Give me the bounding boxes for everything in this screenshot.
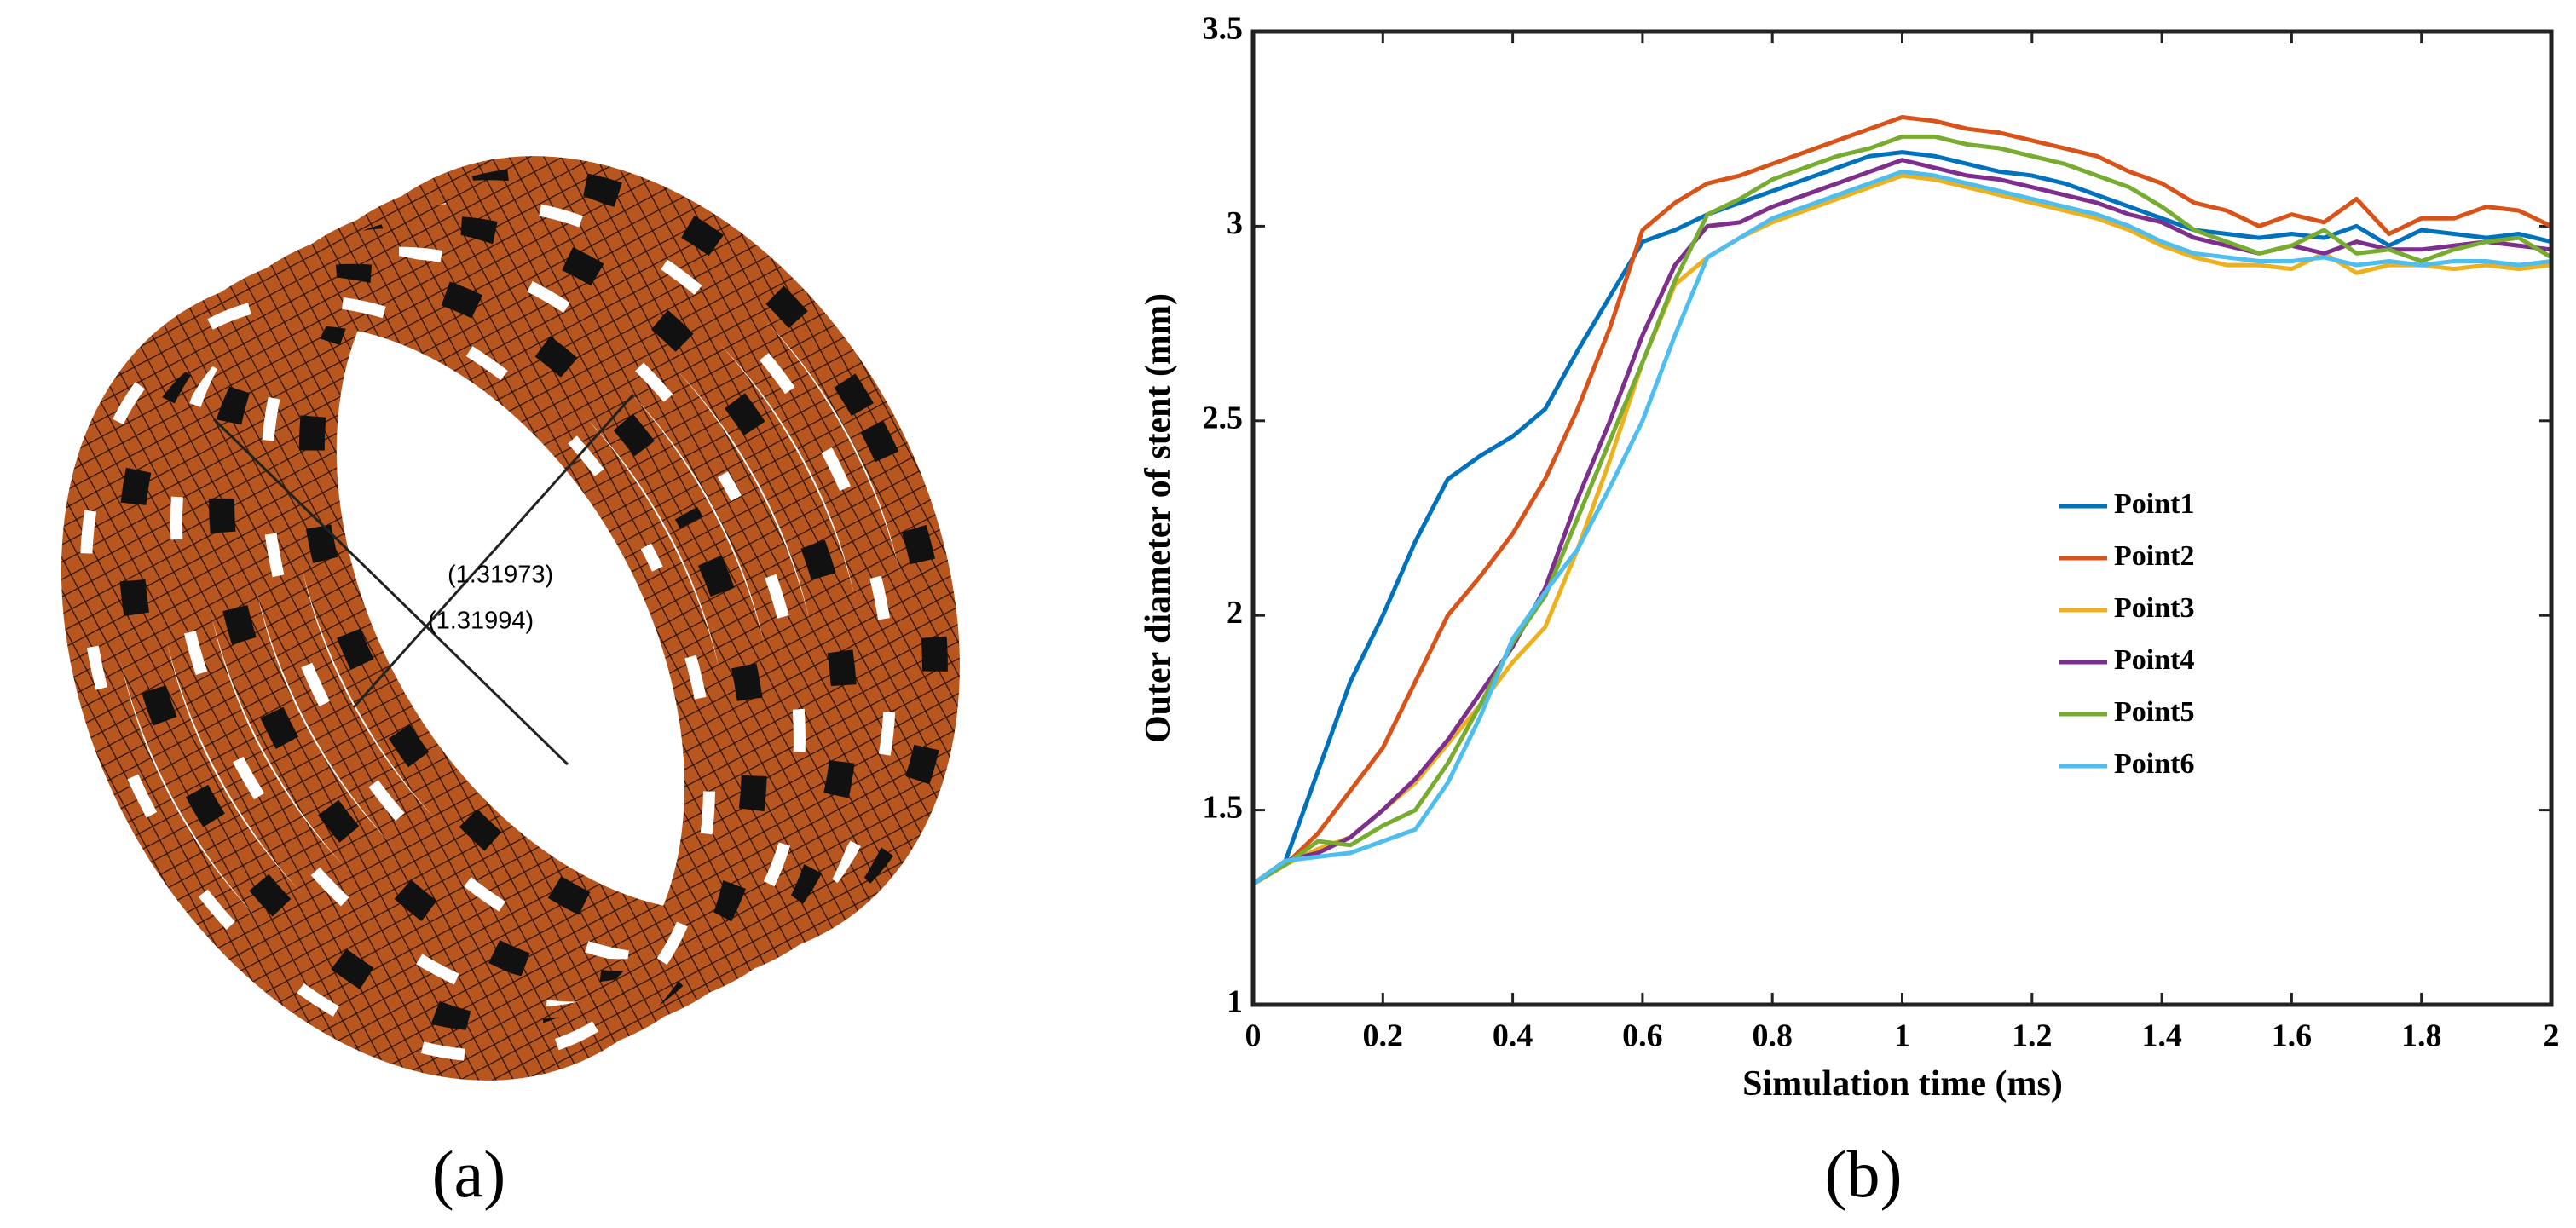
x-tick-label: 0.4	[1493, 1018, 1533, 1054]
x-tick-label: 1.2	[2012, 1018, 2053, 1054]
series-line	[1251, 169, 2552, 886]
measure-line	[352, 394, 635, 708]
legend-label: Point3	[2114, 592, 2194, 624]
x-tick-label: 1.8	[2401, 1018, 2442, 1054]
x-tick-label: 0.2	[1363, 1018, 1404, 1054]
series-line	[1251, 158, 2552, 886]
y-tick-label: 3	[1227, 205, 1243, 241]
x-tick-label: 1.6	[2272, 1018, 2313, 1054]
x-tick-label: 1.4	[2141, 1018, 2182, 1054]
measure-label: (1.31973)	[448, 562, 553, 589]
series-line	[1251, 150, 2552, 886]
legend-label: Point6	[2114, 748, 2194, 780]
y-tick-label: 3.5	[1203, 11, 1244, 47]
legend-label: Point2	[2114, 540, 2194, 572]
measure-line	[212, 418, 569, 766]
ring-gap	[79, 294, 715, 1062]
x-tick-label: 0.6	[1622, 1018, 1663, 1054]
x-tick-label: 2	[2544, 1018, 2560, 1054]
y-axis-label: Outer diameter of stent (mm)	[1139, 293, 1178, 743]
y-tick-label: 2.5	[1203, 401, 1244, 436]
series-line	[1251, 134, 2553, 886]
x-tick-label: 0.8	[1752, 1018, 1793, 1054]
measure-label: (1.31994)	[428, 608, 534, 635]
legend-label: Point1	[2114, 488, 2194, 520]
series-line	[1251, 173, 2552, 886]
panel-label: (b)	[1825, 1137, 1903, 1211]
y-tick-label: 1	[1227, 984, 1243, 1020]
x-axis-label: Simulation time (ms)	[1742, 1064, 2063, 1104]
plot: 1 1.5 2 2.5 3 3.5 0 0.2 0.4 0.6 0.8 1 1.2 1.4 1.6 1.8 2 P…	[1203, 11, 2560, 1054]
x-tick-label: 0	[1245, 1018, 1262, 1054]
series-line	[1251, 114, 2553, 886]
legend-label: Point5	[2114, 696, 2194, 728]
plot-frame	[1250, 29, 2554, 1007]
stent-mesh: (1.31973) (1.31994)	[61, 156, 960, 1081]
panel-label: (a)	[432, 1137, 506, 1211]
x-tick-label: 1	[1894, 1018, 1910, 1054]
ring-gap	[260, 199, 896, 966]
ring-strut	[298, 168, 948, 949]
y-tick-label: 2	[1227, 595, 1243, 631]
legend-label: Point4	[2114, 644, 2194, 676]
y-tick-label: 1.5	[1203, 789, 1244, 825]
